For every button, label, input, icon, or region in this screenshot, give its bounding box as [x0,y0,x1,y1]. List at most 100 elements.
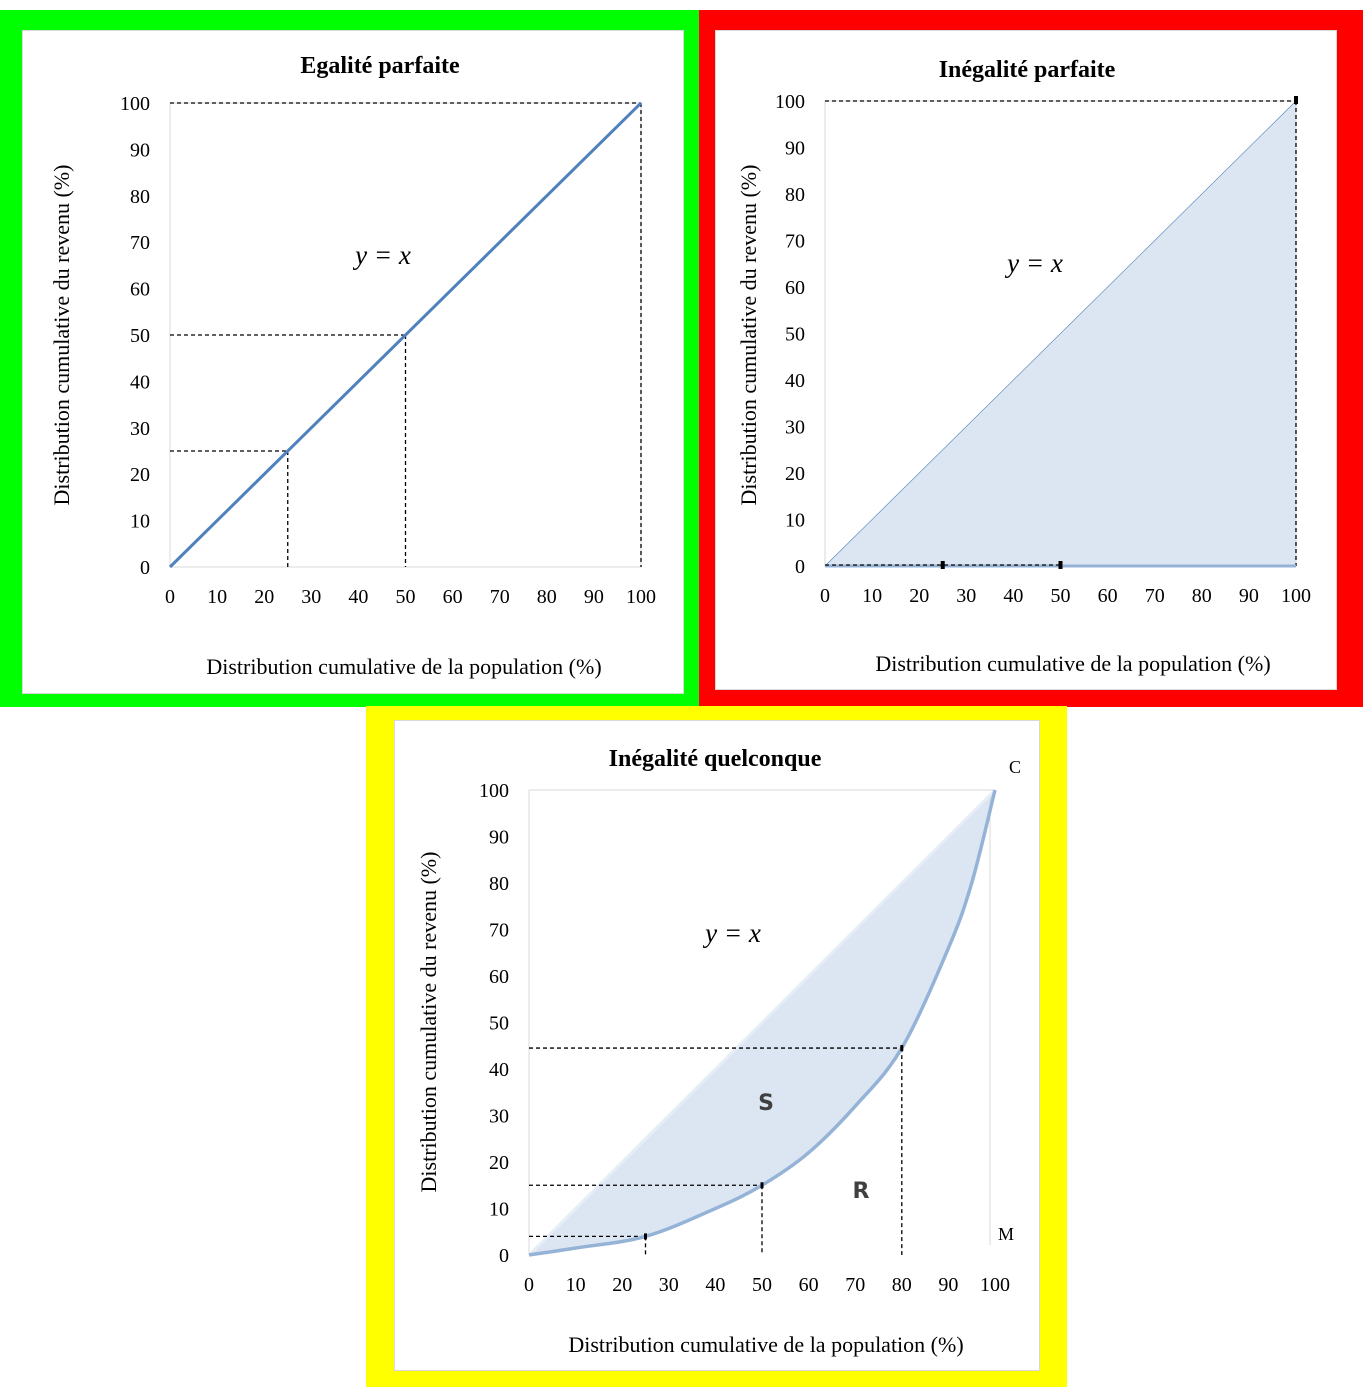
x-tick-label: 70 [845,1274,865,1296]
x-tick-label: 30 [956,585,976,607]
x-tick-label: 50 [1051,585,1071,607]
area-fill [824,100,1297,567]
x-tick-label: 40 [348,586,368,608]
y-tick-label: 90 [489,827,509,849]
x-tick-label: 0 [165,586,175,608]
y-tick-label: 90 [785,138,805,160]
y-tick-label: 100 [120,93,150,115]
y-tick-label: 100 [479,780,509,802]
plot-area: 0 10 20 30 40 50 60 70 80 90 100 0 10 20 30 40 50 60 70 80 9… [120,93,656,608]
x-tick-label: 40 [705,1274,725,1296]
y-tick-label: 40 [489,1059,509,1081]
x-tick-label: 20 [254,586,274,608]
x-tick-label: 90 [1239,585,1259,607]
y-tick-label: 100 [775,91,805,113]
y-tick-label: 40 [785,370,805,392]
x-tick-label: 60 [443,586,463,608]
x-tick-label: 60 [1098,585,1118,607]
x-tick-label: 60 [799,1274,819,1296]
y-tick-label: 10 [785,510,805,532]
y-tick-label: 70 [130,232,150,254]
x-axis-title: Distribution cumulative de la population… [875,651,1270,676]
x-tick-label: 0 [820,585,830,607]
data-point-marker [760,1182,764,1189]
x-tick-label: 50 [396,586,416,608]
y-tick-label: 80 [489,873,509,895]
x-tick-label: 20 [612,1274,632,1296]
y-tick-label: 20 [130,464,150,486]
chart-title: Inégalité quelconque [609,746,822,772]
x-tick-label: 90 [584,586,604,608]
x-tick-label: 10 [566,1274,586,1296]
series-line [168,101,643,569]
y-axis-title: Distribution cumulative du revenu (%) [736,165,761,506]
data-point-marker [1294,96,1298,104]
y-tick-label: 30 [130,418,150,440]
y-tick-label: 10 [130,511,150,533]
x-tick-label: 90 [938,1274,958,1296]
region-label-s: S [758,1091,774,1116]
data-point-marker [1058,561,1063,569]
chart-panel-quelconque [394,720,1040,1371]
y-tick-label: 40 [130,371,150,393]
x-axis-title: Distribution cumulative de la population… [568,1332,963,1357]
x-tick-label: 100 [626,586,656,608]
corner-label-c: C [1009,757,1021,777]
lorenz-curve [528,789,997,1257]
plot-area: 0 10 20 30 40 50 60 70 80 90 100 0 10 20 30 40 50 60 70 80 9… [775,91,1311,607]
chart-title: Inégalité parfaite [939,57,1116,83]
chart-inegalite-quelconque: 0 10 20 30 40 50 60 70 80 90 100 0 10 20 30 40 50 60 70 80 9… [416,746,1021,1357]
y-tick-label: 0 [499,1245,509,1267]
y-tick-label: 0 [795,556,805,578]
y-tick-label: 10 [489,1199,509,1221]
y-tick-label: 50 [489,1013,509,1035]
x-tick-label: 30 [659,1274,679,1296]
y-tick-label: 80 [130,186,150,208]
y-tick-label: 60 [785,277,805,299]
y-tick-label: 20 [489,1152,509,1174]
x-tick-label: 10 [862,585,882,607]
y-tick-label: 20 [785,463,805,485]
y-tick-label: 60 [489,966,509,988]
y-tick-label: 0 [140,557,150,579]
x-tick-label: 70 [1145,585,1165,607]
y-tick-label: 70 [785,231,805,253]
x-tick-label: 80 [537,586,557,608]
chart-title: Egalité parfaite [300,53,460,79]
corner-label-m: M [998,1224,1014,1244]
x-tick-label: 100 [980,1274,1010,1296]
equation-label: y = x [1004,248,1063,278]
x-tick-label: 0 [524,1274,534,1296]
x-tick-label: 80 [1192,585,1212,607]
data-point-marker [900,1045,904,1052]
data-point-marker [940,561,945,569]
y-tick-label: 50 [785,324,805,346]
y-tick-label: 30 [785,417,805,439]
x-tick-label: 80 [892,1274,912,1296]
y-tick-label: 50 [130,325,150,347]
x-tick-label: 10 [207,586,227,608]
x-tick-label: 20 [909,585,929,607]
y-axis-title: Distribution cumulative du revenu (%) [416,852,441,1193]
y-axis-title: Distribution cumulative du revenu (%) [49,165,74,506]
region-label-r: R [853,1179,870,1204]
diagonal-line [527,788,997,1257]
x-tick-label: 70 [490,586,510,608]
x-tick-label: 100 [1281,585,1311,607]
x-axis-title: Distribution cumulative de la population… [206,654,601,679]
y-tick-label: 80 [785,184,805,206]
y-tick-label: 70 [489,920,509,942]
x-tick-label: 40 [1003,585,1023,607]
chart-inegalite-parfaite: 0 10 20 30 40 50 60 70 80 90 100 0 10 20 30 40 50 60 70 80 9… [736,57,1311,676]
data-point-marker [644,1233,647,1240]
y-tick-label: 30 [489,1106,509,1128]
y-tick-label: 60 [130,279,150,301]
x-tick-label: 50 [752,1274,772,1296]
equation-label: y = x [702,918,761,948]
plot-area: 0 10 20 30 40 50 60 70 80 90 100 0 10 20 30 40 50 60 70 80 9… [479,780,1010,1296]
equation-label: y = x [352,240,411,270]
chart-egalite: 0 10 20 30 40 50 60 70 80 90 100 0 10 20 30 40 50 60 70 80 9… [49,53,656,679]
y-tick-label: 90 [130,139,150,161]
chart-panel-egalite [22,30,684,694]
